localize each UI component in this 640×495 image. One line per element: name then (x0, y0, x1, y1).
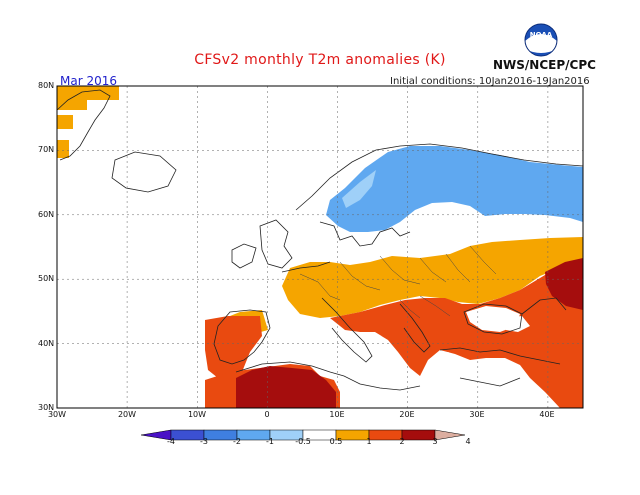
anomaly-norway-cool (342, 170, 376, 208)
colorbar-label: 1 (366, 437, 372, 446)
coastlines (57, 89, 583, 391)
gridlines (57, 86, 583, 408)
colorbar-label: -4 (167, 437, 175, 446)
colorbar-label: -0.5 (295, 437, 311, 446)
lat-label: 30N (38, 403, 55, 412)
lat-label: 60N (38, 210, 55, 219)
lon-label: 0 (264, 410, 270, 419)
colorbar-label: 2 (399, 437, 405, 446)
forecast-period: Mar 2016 (60, 74, 117, 88)
sea-mask (268, 306, 530, 384)
colorbar-label: 4 (465, 437, 471, 446)
agency-label: NWS/NCEP/CPC (493, 58, 596, 72)
colorbar (140, 429, 466, 441)
colorbar-label: -2 (233, 437, 241, 446)
anomaly-scandinavia-cold (326, 146, 583, 232)
lon-label: 10E (329, 410, 345, 419)
colorbar-label: -3 (200, 437, 208, 446)
colorbar-label: 3 (432, 437, 438, 446)
lat-label: 50N (38, 274, 55, 283)
lon-label: 20E (399, 410, 415, 419)
lon-label: 40E (539, 410, 555, 419)
lat-label: 70N (38, 145, 55, 154)
lon-label: 20W (117, 410, 137, 419)
colorbar-label: -1 (266, 437, 274, 446)
country-borders (299, 245, 497, 319)
colorbar-arrow-high (434, 429, 466, 441)
lat-label: 40N (38, 339, 55, 348)
lon-label: 30W (47, 410, 67, 419)
lat-label: 80N (38, 81, 55, 90)
anomaly-greenland (57, 86, 119, 158)
svg-text:NOAA: NOAA (530, 31, 553, 39)
chart-title: CFSv2 monthly T2m anomalies (K) (194, 52, 446, 68)
lon-label: 10W (187, 410, 207, 419)
lon-label: 30E (469, 410, 485, 419)
colorbar-label: 0.5 (329, 437, 343, 446)
noaa-logo: NOAA (519, 23, 563, 61)
map-frame (56, 85, 584, 409)
initial-conditions: Initial conditions: 10Jan2016-19Jan2016 (390, 76, 590, 87)
